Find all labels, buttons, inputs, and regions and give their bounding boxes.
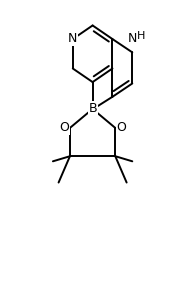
Text: N: N	[68, 32, 77, 45]
Text: O: O	[116, 121, 126, 134]
Text: O: O	[59, 121, 69, 134]
Text: N: N	[128, 32, 137, 45]
Text: B: B	[88, 102, 97, 115]
Text: H: H	[136, 31, 145, 41]
